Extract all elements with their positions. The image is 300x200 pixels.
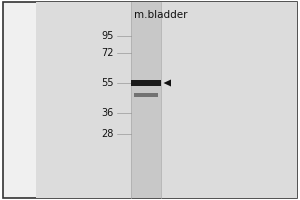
Bar (130, 2, 160, 198)
Bar (130, 80, 160, 86)
Text: m.bladder: m.bladder (134, 10, 187, 20)
Bar (36, 2, 297, 198)
Text: 95: 95 (102, 31, 114, 41)
Text: 28: 28 (102, 129, 114, 139)
Bar (134, 93, 158, 97)
Text: 72: 72 (101, 48, 114, 58)
Text: 55: 55 (101, 78, 114, 88)
Polygon shape (164, 80, 171, 86)
Text: 36: 36 (102, 108, 114, 118)
